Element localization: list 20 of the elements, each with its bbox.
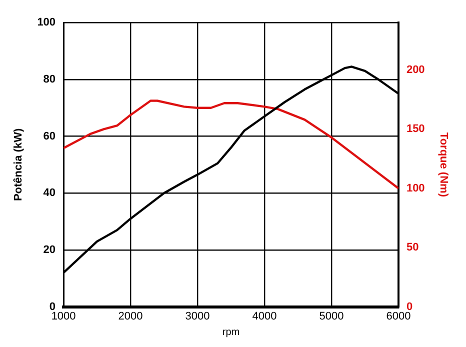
y-tick-label: 40 [43,187,56,200]
y-tick-label: 0 [49,300,56,313]
x-tick-label: 1000 [51,310,76,322]
y-axis-title: Potência (kW) [12,128,25,202]
x-tick-label: 2000 [118,310,143,322]
y-tick-label: 20 [43,244,56,256]
x-tick-label: 5000 [319,310,344,322]
x-tick-label: 3000 [185,310,210,322]
y2-tick-label: 150 [406,123,425,136]
y2-tick-label: 100 [406,182,425,194]
y2-tick-label: 50 [406,242,419,254]
y2-tick-label: 0 [406,300,413,313]
x-axis-title: rpm [222,326,240,338]
x-tick-label: 6000 [386,310,411,322]
x-tick-label: 4000 [252,310,277,322]
y2-axis-title: Torque (Nm) [437,132,450,198]
y-tick-label: 60 [43,130,56,142]
y2-tick-label: 200 [406,64,425,76]
y-tick-label: 80 [43,73,56,86]
y-tick-label: 100 [37,16,56,29]
